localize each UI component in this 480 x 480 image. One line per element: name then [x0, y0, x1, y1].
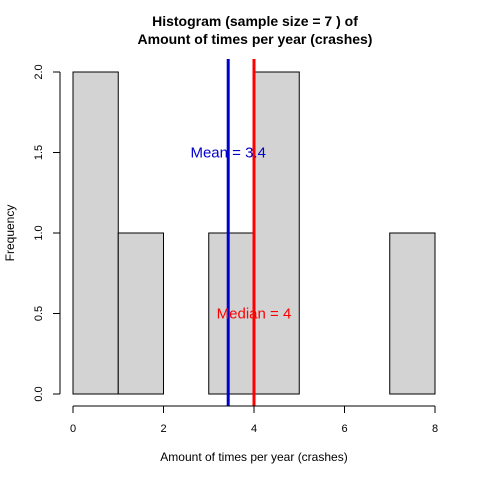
x-tick-label: 8 [432, 423, 438, 435]
chart-title-line2: Amount of times per year (crashes) [138, 31, 373, 47]
histogram-bar [389, 232, 436, 395]
x-axis-label: Amount of times per year (crashes) [160, 450, 347, 464]
x-tick-label: 0 [70, 423, 76, 435]
x-tick-label: 6 [341, 423, 347, 435]
y-axis: 0.0 0.5 1.0 1.5 2.0 [33, 64, 61, 402]
y-tick-label: 0.0 [33, 386, 45, 401]
y-tick-label: 2.0 [33, 64, 45, 79]
bars-group [72, 71, 436, 395]
histogram-bar [253, 71, 300, 395]
y-tick-label: 1.5 [33, 145, 45, 160]
chart-title-line1: Histogram (sample size = 7 ) of [152, 13, 358, 29]
reference-lines-group [226, 59, 256, 406]
histogram-bar [208, 232, 255, 395]
annotations-group: Mean = 3.4 Median = 4 [190, 145, 291, 323]
mean-annotation: Mean = 3.4 [190, 145, 265, 162]
histogram-bar [72, 71, 119, 395]
y-tick-label: 0.5 [33, 306, 45, 321]
y-tick-label: 1.0 [33, 225, 45, 240]
histogram-bar [117, 232, 164, 395]
median-annotation: Median = 4 [217, 306, 292, 323]
y-axis-label: Frequency [3, 205, 17, 262]
x-tick-label: 2 [160, 423, 166, 435]
x-axis: 0 2 4 6 8 [70, 405, 438, 435]
x-tick-label: 4 [251, 423, 257, 435]
